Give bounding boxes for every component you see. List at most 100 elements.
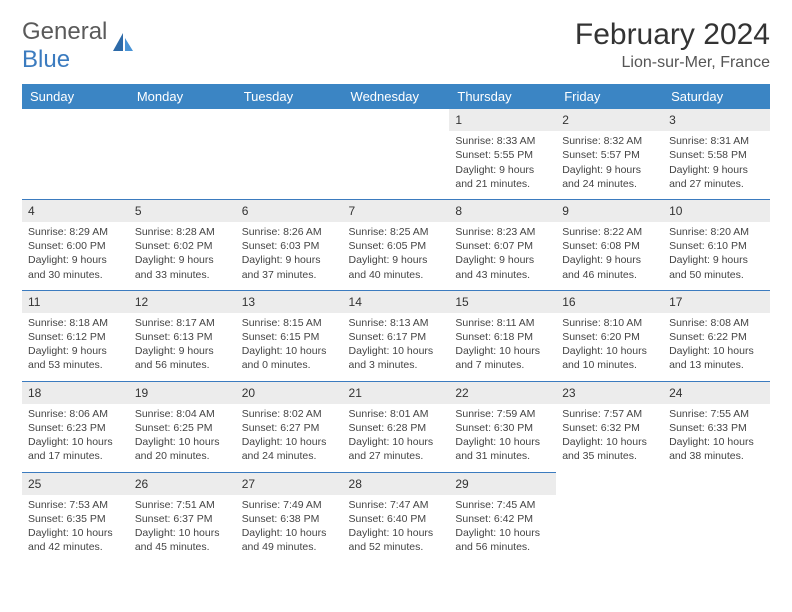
daylight-line: and 31 minutes. xyxy=(455,449,550,463)
daylight-line: and 3 minutes. xyxy=(349,358,444,372)
daylight-line: Daylight: 9 hours xyxy=(455,253,550,267)
calendar-week: 4Sunrise: 8:29 AMSunset: 6:00 PMDaylight… xyxy=(22,199,770,290)
sunrise-line: Sunrise: 8:06 AM xyxy=(28,407,123,421)
calendar-cell: 8Sunrise: 8:23 AMSunset: 6:07 PMDaylight… xyxy=(449,199,556,290)
sunset-line: Sunset: 5:58 PM xyxy=(669,148,764,162)
day-body: Sunrise: 8:31 AMSunset: 5:58 PMDaylight:… xyxy=(663,131,770,199)
daylight-line: and 53 minutes. xyxy=(28,358,123,372)
sunset-line: Sunset: 6:12 PM xyxy=(28,330,123,344)
daylight-line: and 52 minutes. xyxy=(349,540,444,554)
day-number: 26 xyxy=(129,473,236,495)
day-number: 14 xyxy=(343,291,450,313)
sunrise-line: Sunrise: 7:53 AM xyxy=(28,498,123,512)
sunset-line: Sunset: 6:18 PM xyxy=(455,330,550,344)
sunrise-line: Sunrise: 7:51 AM xyxy=(135,498,230,512)
sunset-line: Sunset: 6:17 PM xyxy=(349,330,444,344)
sunrise-line: Sunrise: 7:59 AM xyxy=(455,407,550,421)
day-body: Sunrise: 7:53 AMSunset: 6:35 PMDaylight:… xyxy=(22,495,129,563)
sunset-line: Sunset: 6:37 PM xyxy=(135,512,230,526)
sunset-line: Sunset: 6:05 PM xyxy=(349,239,444,253)
day-number: 2 xyxy=(556,109,663,131)
daylight-line: Daylight: 10 hours xyxy=(242,344,337,358)
daylight-line: Daylight: 10 hours xyxy=(28,435,123,449)
daylight-line: and 37 minutes. xyxy=(242,268,337,282)
day-number: 19 xyxy=(129,382,236,404)
daylight-line: and 27 minutes. xyxy=(349,449,444,463)
day-number: 24 xyxy=(663,382,770,404)
day-body: Sunrise: 7:47 AMSunset: 6:40 PMDaylight:… xyxy=(343,495,450,563)
daylight-line: and 46 minutes. xyxy=(562,268,657,282)
daylight-line: Daylight: 10 hours xyxy=(135,435,230,449)
day-number: 21 xyxy=(343,382,450,404)
day-body: Sunrise: 8:15 AMSunset: 6:15 PMDaylight:… xyxy=(236,313,343,381)
calendar-week: 11 Sunrise: 8:18 AMSunset: 6:12 PM Dayligh… xyxy=(22,290,770,381)
day-number: 29 xyxy=(449,473,556,495)
calendar-cell: 25Sunrise: 7:53 AMSunset: 6:35 PMDayligh… xyxy=(22,472,129,562)
calendar-cell: 26Sunrise: 7:51 AMSunset: 6:37 PMDayligh… xyxy=(129,472,236,562)
day-body: Sunrise: 7:55 AMSunset: 6:33 PMDaylight:… xyxy=(663,404,770,472)
sunset-line: Sunset: 6:13 PM xyxy=(135,330,230,344)
sunset-line: Sunset: 6:40 PM xyxy=(349,512,444,526)
calendar-cell: 14Sunrise: 8:13 AMSunset: 6:17 PMDayligh… xyxy=(343,290,450,381)
sunset-line: Sunset: 6:07 PM xyxy=(455,239,550,253)
calendar-week: 25Sunrise: 7:53 AMSunset: 6:35 PMDayligh… xyxy=(22,472,770,562)
sunrise-line: Sunrise: 8:22 AM xyxy=(562,225,657,239)
sunrise-line: Sunrise: 8:18 AM xyxy=(28,316,123,330)
calendar-cell: 29Sunrise: 7:45 AMSunset: 6:42 PMDayligh… xyxy=(449,472,556,562)
logo-general: General xyxy=(22,18,107,45)
day-body: Sunrise: 7:57 AMSunset: 6:32 PMDaylight:… xyxy=(556,404,663,472)
sunrise-line: Sunrise: 7:45 AM xyxy=(455,498,550,512)
sunrise-line: Sunrise: 8:10 AM xyxy=(562,316,657,330)
sunrise-line: Sunrise: 7:49 AM xyxy=(242,498,337,512)
calendar-cell: 10Sunrise: 8:20 AMSunset: 6:10 PMDayligh… xyxy=(663,199,770,290)
day-body: Sunrise: 8:25 AMSunset: 6:05 PMDaylight:… xyxy=(343,222,450,290)
day-number: 11 xyxy=(22,291,129,313)
day-body: Sunrise: 8:06 AMSunset: 6:23 PMDaylight:… xyxy=(22,404,129,472)
daylight-line: and 43 minutes. xyxy=(455,268,550,282)
day-body: Sunrise: 7:45 AMSunset: 6:42 PMDaylight:… xyxy=(449,495,556,563)
sunrise-line: Sunrise: 8:29 AM xyxy=(28,225,123,239)
calendar-week: 18Sunrise: 8:06 AMSunset: 6:23 PMDayligh… xyxy=(22,381,770,472)
weekday-header: Friday xyxy=(556,84,663,109)
day-body: Sunrise: 8:23 AMSunset: 6:07 PMDaylight:… xyxy=(449,222,556,290)
day-number: 16 xyxy=(556,291,663,313)
day-number: 7 xyxy=(343,200,450,222)
sunset-line: Sunset: 6:30 PM xyxy=(455,421,550,435)
calendar-cell: 17Sunrise: 8:08 AMSunset: 6:22 PMDayligh… xyxy=(663,290,770,381)
daylight-line: Daylight: 10 hours xyxy=(242,526,337,540)
day-number xyxy=(236,109,343,131)
day-number xyxy=(556,472,663,494)
day-number: 1 xyxy=(449,109,556,131)
header: General Blue February 2024 Lion-sur-Mer,… xyxy=(22,18,770,74)
daylight-line: Daylight: 9 hours xyxy=(28,253,123,267)
day-number: 13 xyxy=(236,291,343,313)
day-number xyxy=(663,472,770,494)
day-number xyxy=(22,109,129,131)
calendar-cell: 15Sunrise: 8:11 AMSunset: 6:18 PMDayligh… xyxy=(449,290,556,381)
day-number: 15 xyxy=(449,291,556,313)
calendar-cell: 2Sunrise: 8:32 AMSunset: 5:57 PMDaylight… xyxy=(556,109,663,199)
calendar-cell xyxy=(129,109,236,199)
sunset-line: Sunset: 6:20 PM xyxy=(562,330,657,344)
calendar-cell: 18Sunrise: 8:06 AMSunset: 6:23 PMDayligh… xyxy=(22,381,129,472)
day-body: Sunrise: 8:20 AMSunset: 6:10 PMDaylight:… xyxy=(663,222,770,290)
sunrise-line: Sunrise: 8:17 AM xyxy=(135,316,230,330)
day-body: Sunrise: 8:32 AMSunset: 5:57 PMDaylight:… xyxy=(556,131,663,199)
daylight-line: and 21 minutes. xyxy=(455,177,550,191)
sunrise-line: Sunrise: 8:25 AM xyxy=(349,225,444,239)
sunrise-line: Sunrise: 8:11 AM xyxy=(455,316,550,330)
calendar-cell xyxy=(343,109,450,199)
day-body: Sunrise: 8:04 AMSunset: 6:25 PMDaylight:… xyxy=(129,404,236,472)
weekday-header: Sunday xyxy=(22,84,129,109)
calendar-cell: 28Sunrise: 7:47 AMSunset: 6:40 PMDayligh… xyxy=(343,472,450,562)
day-number: 9 xyxy=(556,200,663,222)
sunset-line: Sunset: 6:22 PM xyxy=(669,330,764,344)
day-number: 27 xyxy=(236,473,343,495)
sunrise-line: Sunrise: 8:01 AM xyxy=(349,407,444,421)
day-body: Sunrise: 7:59 AMSunset: 6:30 PMDaylight:… xyxy=(449,404,556,472)
daylight-line: and 17 minutes. xyxy=(28,449,123,463)
daylight-line: and 49 minutes. xyxy=(242,540,337,554)
daylight-line: and 10 minutes. xyxy=(562,358,657,372)
weekday-header-row: SundayMondayTuesdayWednesdayThursdayFrid… xyxy=(22,84,770,109)
day-number: 18 xyxy=(22,382,129,404)
